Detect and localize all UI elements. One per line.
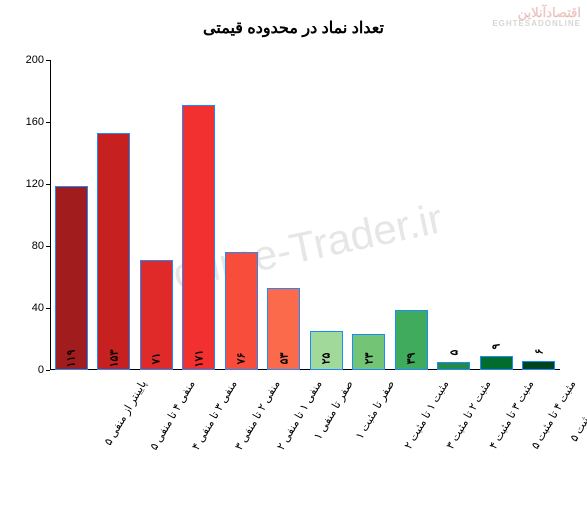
- xtick-label: منفی ۴ تا منفی ۵: [147, 378, 197, 452]
- bar-value-label: ۶: [532, 348, 545, 354]
- bar-value-label: ۱۷۱: [192, 350, 205, 368]
- bar-value-label: ۹: [490, 344, 503, 350]
- chart-container: اقتصادآنلاین EGHTESADONLINE تعداد نماد د…: [0, 0, 587, 531]
- ytick-mark: [46, 370, 50, 371]
- watermark-corner-main: اقتصادآنلاین: [518, 5, 581, 20]
- bar: ۷۱: [140, 260, 173, 370]
- xtick-label: مثبت ۳ تا مثبت ۴: [486, 378, 536, 451]
- ytick-label: 200: [12, 54, 44, 66]
- bar: ۲۳: [352, 334, 385, 370]
- bar: ۷۶: [225, 252, 258, 370]
- ytick-mark: [46, 184, 50, 185]
- ytick-label: 80: [12, 240, 44, 252]
- ytick-mark: [46, 60, 50, 61]
- xtick-label: پایینتر از منفی ۵: [102, 378, 150, 448]
- bar: ۱۱۹: [55, 186, 88, 370]
- ytick-label: 120: [12, 178, 44, 190]
- xtick-label: صفر تا مثبت ۱: [353, 378, 397, 441]
- ytick-label: 0: [12, 364, 44, 376]
- xtick-label: منفی ۱ تا منفی ۲: [274, 378, 324, 452]
- bar: ۶: [522, 361, 555, 370]
- bar: ۹: [480, 356, 513, 370]
- bar: ۳۹: [395, 310, 428, 370]
- bar-value-label: ۲۳: [362, 353, 375, 365]
- bar-value-label: ۱۱۹: [65, 350, 78, 368]
- ytick-mark: [46, 246, 50, 247]
- bar: ۱۵۳: [97, 133, 130, 370]
- ytick-label: 40: [12, 302, 44, 314]
- bar: ۱۷۱: [182, 105, 215, 370]
- bar: ۵۳: [267, 288, 300, 370]
- bar-value-label: ۲۵: [320, 353, 333, 365]
- ytick-label: 160: [12, 116, 44, 128]
- ytick-mark: [46, 122, 50, 123]
- xtick-label: مثبت ۲ تا مثبت ۳: [444, 378, 494, 451]
- xtick-label: مثبت ۴ تا مثبت ۵: [529, 378, 579, 451]
- bar-value-label: ۵۳: [277, 353, 290, 365]
- plot-area: 04080120160200 ۱۱۹۱۵۳۷۱۱۷۱۷۶۵۳۲۵۲۳۳۹۵۹۶ …: [50, 60, 560, 370]
- y-axis-line: [50, 60, 51, 370]
- ytick-mark: [46, 308, 50, 309]
- bar: ۵: [437, 362, 470, 370]
- watermark-corner-sub: EGHTESADONLINE: [492, 20, 581, 29]
- bar-value-label: ۱۵۳: [107, 350, 120, 368]
- xtick-label: مثبت ۱ تا مثبت ۲: [401, 378, 451, 451]
- watermark-corner: اقتصادآنلاین EGHTESADONLINE: [492, 6, 581, 29]
- bar-value-label: ۳۹: [405, 353, 418, 365]
- bar-value-label: ۵: [447, 350, 460, 356]
- bar-value-label: ۷۱: [150, 353, 163, 365]
- xtick-label: منفی ۲ تا منفی ۳: [232, 378, 282, 452]
- xtick-label: منفی ۳ تا منفی ۴: [189, 378, 239, 452]
- bar: ۲۵: [310, 331, 343, 370]
- bar-value-label: ۷۶: [235, 353, 248, 365]
